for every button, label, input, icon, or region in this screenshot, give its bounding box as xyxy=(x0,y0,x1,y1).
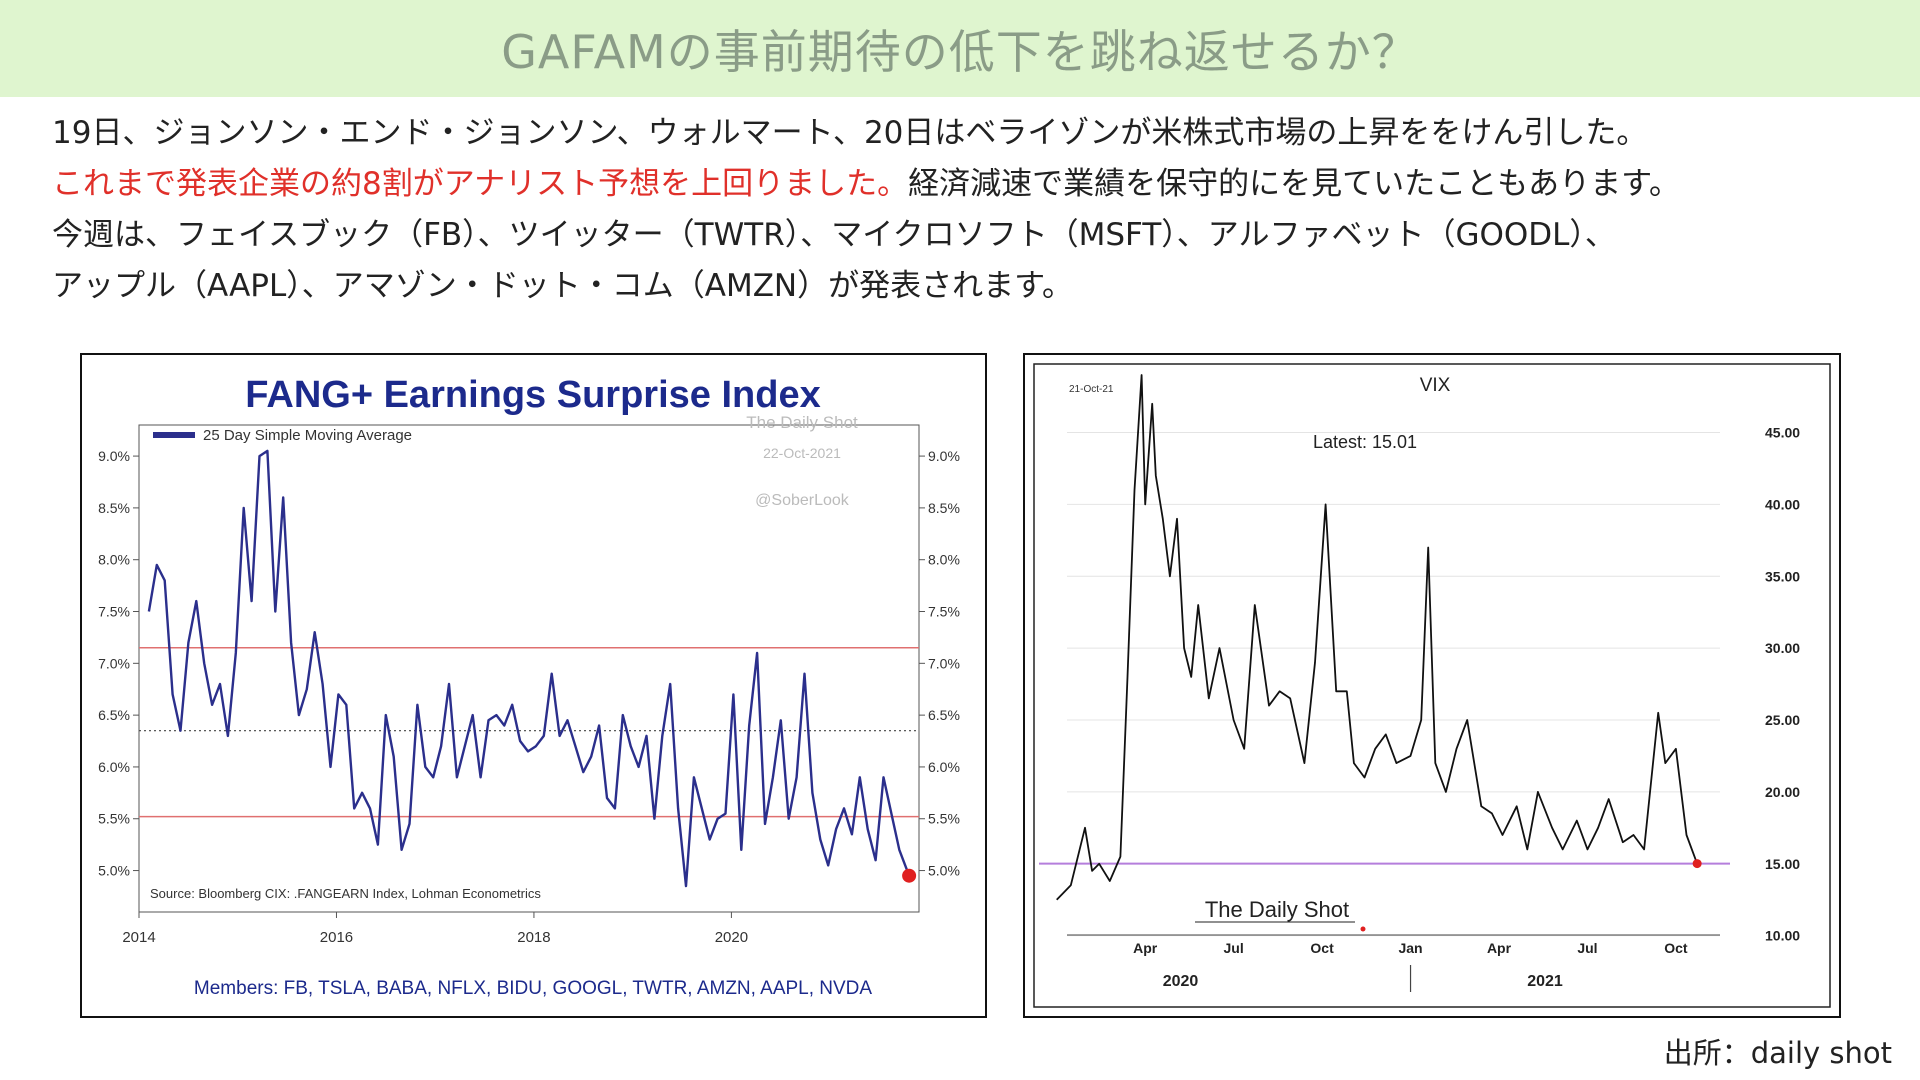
watermark-dot xyxy=(1360,926,1366,932)
chart-title: VIX xyxy=(1420,375,1451,396)
legend-label: 25 Day Simple Moving Average xyxy=(203,427,412,444)
y-tick-label-right: 6.5% xyxy=(928,707,960,723)
y-tick-label-right: 8.5% xyxy=(928,500,960,516)
latest-value-marker xyxy=(1692,859,1702,869)
x-tick-label: 2014 xyxy=(122,929,155,946)
year-label: 2020 xyxy=(1163,973,1199,990)
x-tick-label: Apr xyxy=(1133,940,1158,956)
y-tick-label: 25.00 xyxy=(1765,712,1800,728)
inner-frame xyxy=(1033,363,1831,1008)
watermark-text: The Daily Shot xyxy=(746,413,858,432)
y-tick-label: 45.00 xyxy=(1765,425,1800,441)
x-tick-label: Apr xyxy=(1487,940,1512,956)
y-tick-label-right: 8.0% xyxy=(928,552,960,568)
y-tick-label: 30.00 xyxy=(1765,640,1800,656)
highlighted-sentence: これまで発表企業の約8割がアナリスト予想を上回りました。 xyxy=(52,166,909,202)
watermark-text: The Daily Shot xyxy=(1205,897,1349,922)
commentary-line-2: これまで発表企業の約8割がアナリスト予想を上回りました。経済減速で業績を保守的に… xyxy=(52,159,1892,210)
commentary-line-4: アップル（AAPL）、アマゾン・ドット・コム（AMZN）が発表されます。 xyxy=(52,268,1074,304)
y-tick-label-left: 9.0% xyxy=(98,448,130,464)
y-tick-label-left: 5.5% xyxy=(98,811,130,827)
x-tick-label: 2018 xyxy=(517,929,550,946)
latest-value-marker xyxy=(902,868,917,883)
latest-label: Latest: 15.01 xyxy=(1313,432,1417,452)
vix-chart-svg: 21-Oct-21 VIX Latest: 15.01 45.00 40.00 35.00… xyxy=(1033,363,1831,1008)
y-tick-label-right: 5.0% xyxy=(928,863,960,879)
title-banner: GAFAMの事前期待の低下を跳ね返せるか？ xyxy=(0,0,1920,97)
source-label: Source: Bloomberg CIX: .FANGEARN Index, … xyxy=(150,886,541,901)
y-tick-label-left: 8.5% xyxy=(98,500,130,516)
commentary-text: 19日、ジョンソン・エンド・ジョンソン、ウォルマート、20日はベライゾンが米株式… xyxy=(52,108,1892,312)
series-line xyxy=(147,449,911,888)
chart-title: FANG+ Earnings Surprise Index xyxy=(245,374,820,416)
y-tick-label: 15.00 xyxy=(1765,856,1800,872)
members-label: Members: FB, TSLA, BABA, NFLX, BIDU, GOO… xyxy=(194,978,873,999)
plot-frame xyxy=(138,424,920,913)
y-tick-label-left: 7.0% xyxy=(98,655,130,671)
commentary-line-2-rest: 経済減速で業績を保守的にを見ていたこともあります。 xyxy=(908,166,1681,202)
x-tick-label: Jul xyxy=(1223,940,1243,956)
fang-chart-svg: FANG+ Earnings Surprise Index 9.0% 9.0% 8.5… xyxy=(98,374,960,999)
x-tick-label: 2020 xyxy=(715,929,748,946)
y-tick-label-left: 8.0% xyxy=(98,552,130,568)
vix-chart: 21-Oct-21 VIX Latest: 15.01 45.00 40.00 35.00… xyxy=(1023,353,1841,1018)
y-tick-label-right: 5.5% xyxy=(928,811,960,827)
commentary-line-3: 今週は、フェイスブック（FB）、ツイッター（TWTR）、マイクロソフト（MSFT… xyxy=(52,217,1616,253)
x-tick-label: Jul xyxy=(1577,940,1597,956)
y-tick-label-left: 5.0% xyxy=(98,863,130,879)
x-tick-label: 2016 xyxy=(320,929,353,946)
y-tick-label-right: 7.0% xyxy=(928,655,960,671)
y-tick-label: 35.00 xyxy=(1765,568,1800,584)
commentary-line-1: 19日、ジョンソン・エンド・ジョンソン、ウォルマート、20日はベライゾンが米株式… xyxy=(52,115,1648,151)
y-tick-label-left: 6.0% xyxy=(98,759,130,775)
date-label: 21-Oct-21 xyxy=(1069,384,1114,395)
year-label: 2021 xyxy=(1527,973,1563,990)
y-tick-label-right: 9.0% xyxy=(928,448,960,464)
y-tick-label-right: 7.5% xyxy=(928,604,960,620)
x-tick-label: Jan xyxy=(1398,940,1422,956)
watermark-text: 22-Oct-2021 xyxy=(763,445,841,461)
page-title: GAFAMの事前期待の低下を跳ね返せるか？ xyxy=(501,24,1419,79)
y-tick-label-right: 6.0% xyxy=(928,759,960,775)
y-tick-label-left: 7.5% xyxy=(98,604,130,620)
y-tick-label: 10.00 xyxy=(1765,928,1800,944)
series-line xyxy=(1056,374,1699,901)
y-tick-label: 20.00 xyxy=(1765,784,1800,800)
source-note: 出所：daily shot xyxy=(1663,1036,1892,1070)
fang-earnings-chart: FANG+ Earnings Surprise Index 9.0% 9.0% 8.5… xyxy=(80,353,987,1018)
y-tick-label: 40.00 xyxy=(1765,496,1800,512)
x-tick-label: Oct xyxy=(1664,940,1688,956)
x-tick-label: Oct xyxy=(1310,940,1334,956)
y-tick-label-left: 6.5% xyxy=(98,707,130,723)
watermark-text: @SoberLook xyxy=(755,492,850,509)
